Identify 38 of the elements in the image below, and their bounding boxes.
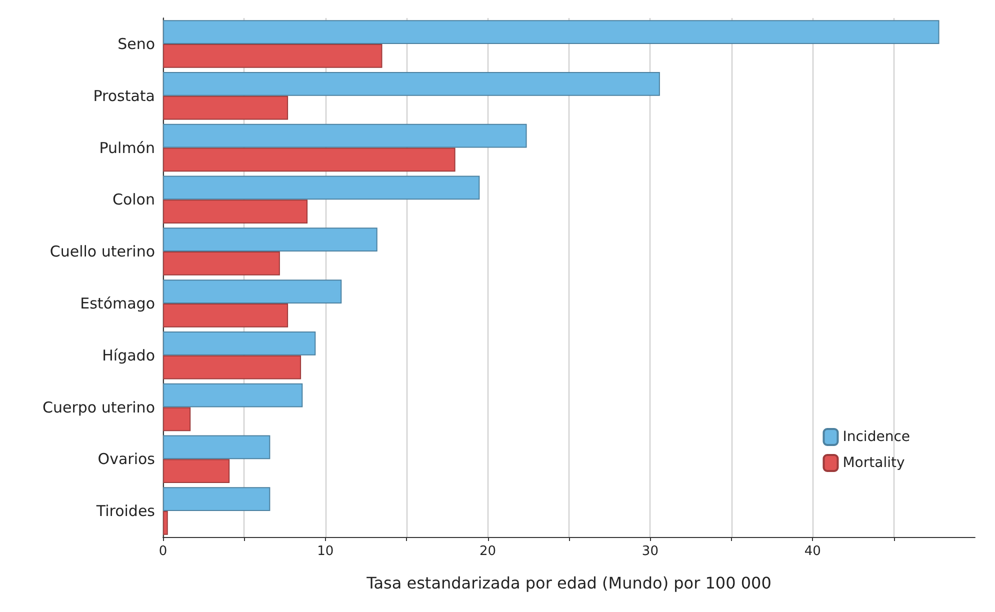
x-tick-label: 20 (480, 544, 496, 559)
y-tick-label: Colon (112, 190, 155, 209)
legend-label: Incidence (842, 429, 910, 445)
y-tick-label: Estómago (80, 294, 155, 312)
bar (163, 124, 527, 148)
y-tick-label: Prostata (93, 86, 155, 105)
bar (163, 44, 382, 68)
x-tick-label: 0 (158, 544, 168, 559)
x-axis-title: Tasa estandarizada por edad (Mundo) por 100 000 (366, 574, 772, 592)
bar (163, 252, 280, 276)
bar (163, 303, 288, 328)
bar (163, 331, 316, 356)
x-tick-label: 40 (804, 544, 821, 559)
bar (163, 459, 230, 484)
y-tick-label: Hígado (102, 346, 155, 364)
bar (163, 228, 378, 252)
bar (163, 355, 302, 380)
bar (163, 72, 660, 96)
x-tick-label: 30 (642, 544, 658, 559)
y-tick-label: Pulmón (99, 138, 155, 157)
y-tick-label: Cuello uterino (50, 242, 155, 261)
legend-label: Mortality (842, 455, 905, 471)
bar (163, 487, 270, 512)
bar (163, 20, 940, 44)
bar (163, 435, 270, 460)
bar (163, 511, 168, 535)
bar (163, 407, 191, 432)
x-tick-label: 10 (317, 544, 334, 559)
y-tick-label: Seno (118, 34, 155, 53)
bar (163, 176, 480, 200)
y-tick-label: Cuerpo uterino (42, 398, 155, 416)
bar (163, 148, 456, 172)
bar (163, 200, 308, 224)
bar (163, 383, 303, 408)
y-tick-label: Ovarios (98, 450, 156, 468)
bar (163, 96, 288, 120)
bar (163, 280, 342, 304)
y-tick-label: Tiroides (95, 502, 156, 520)
